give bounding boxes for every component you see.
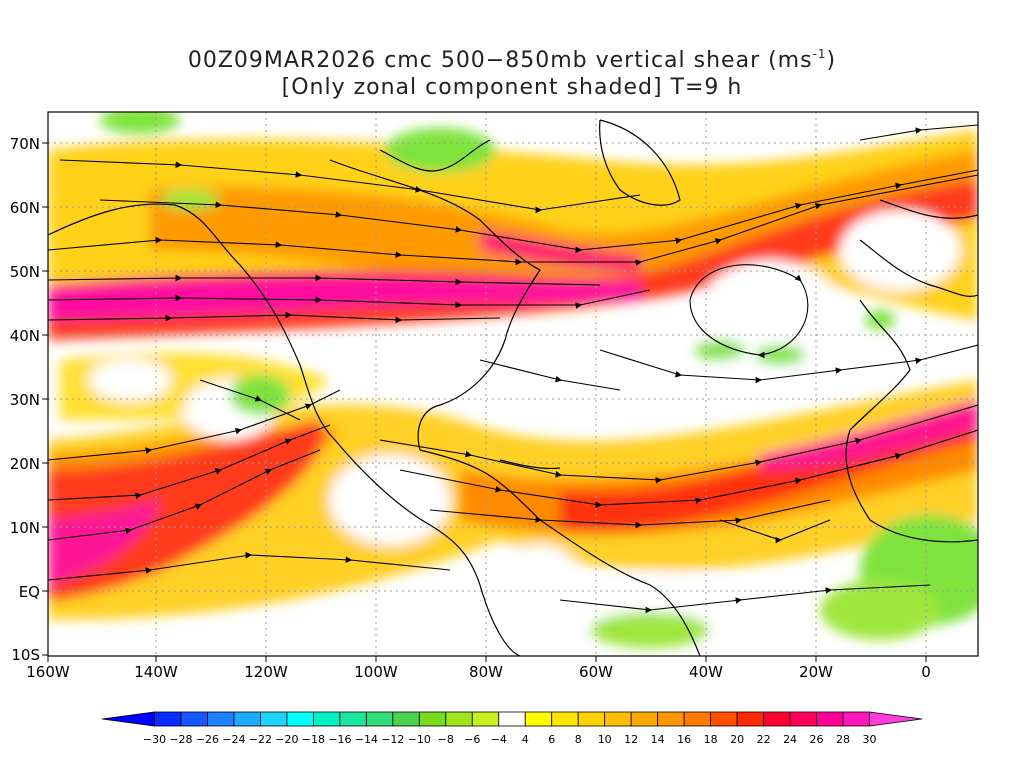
colorbar-swatch [180,711,208,727]
colorbar [101,711,923,727]
colorbar-label: 10 [597,733,612,746]
colorbar-swatch [604,711,632,727]
lat-label: 20N [9,455,40,473]
streamlines [48,124,978,614]
colorbar-label: −24 [222,733,246,746]
colorbar-label: −18 [301,733,325,746]
colorbar-swatch [101,711,155,727]
colorbar-label: 24 [783,733,798,746]
colorbar-swatch [365,711,394,727]
colorbar-label: 14 [650,733,665,746]
colorbar-swatch [233,711,261,727]
colorbar-label: 26 [809,733,824,746]
colorbar-swatch [816,711,844,727]
axis-ticks [42,142,927,662]
colorbar-swatch [286,711,314,727]
colorbar-swatch [657,711,685,727]
colorbar-label: −28 [169,733,193,746]
colorbar-label: −8 [437,733,454,746]
lat-label: 60N [9,199,40,217]
colorbar-swatch [260,711,288,727]
colorbar-label: −20 [275,733,299,746]
colorbar-label: −16 [328,733,352,746]
colorbar-label: 30 [862,733,877,746]
lat-label: 10N [9,519,40,537]
colorbar-swatch [842,711,870,727]
colorbar-label: −22 [248,733,273,746]
colorbar-label: 8 [574,733,582,746]
lon-label: 60W [579,663,613,681]
colorbar-swatch [763,711,791,727]
colorbar-swatch [789,711,817,727]
lon-label: 100W [354,663,398,681]
lon-label: 40W [689,663,723,681]
colorbar-label: 18 [703,733,718,746]
colorbar-swatch [577,711,606,727]
colorbar-swatch [524,711,553,727]
lon-label: 0 [921,663,931,681]
colorbar-label: 20 [730,733,745,746]
colorbar-swatch [736,711,764,727]
colorbar-swatch [551,711,579,727]
colorbar-swatch [498,711,526,727]
colorbar-label: −10 [407,733,431,746]
lon-label: 160W [26,663,70,681]
colorbar-label: −6 [464,733,481,746]
colorbar-label: 28 [836,733,851,746]
colorbar-label: −14 [354,733,378,746]
colorbar-label: 6 [548,733,556,746]
map-subtitle: [Only zonal component shaded] T=9 h [281,75,743,100]
colorbar-swatch [392,711,420,727]
colorbar-swatch [339,711,367,727]
colorbar-swatch [683,711,712,727]
colorbar-swatch [207,711,235,727]
lon-label: 80W [469,663,503,681]
lat-label: 70N [9,135,40,153]
colorbar-swatch [445,711,473,727]
lat-label: 10S [11,646,40,664]
map-title: 00Z09MAR2026 cmc 500−850mb vertical shea… [187,47,837,73]
colorbar-swatch [869,711,923,727]
plot-frame [47,111,979,657]
lat-label: 50N [9,263,40,281]
colorbar-swatch [418,711,447,727]
colorbar-label: 4 [521,733,529,746]
lon-label: 20W [799,663,833,681]
colorbar-label: −4 [490,733,507,746]
colorbar-swatch [710,711,738,727]
colorbar-swatch [630,711,659,727]
colorbar-swatch [154,711,182,727]
lon-label: 140W [134,663,178,681]
colorbar-label: 16 [677,733,692,746]
lat-label: 40N [9,327,40,345]
colorbar-label: −26 [195,733,220,746]
lon-label: 120W [244,663,288,681]
lat-label: 30N [9,391,40,409]
shading-layer [48,112,978,656]
colorbar-swatch [471,711,500,727]
lat-label: EQ [18,583,40,601]
colorbar-label: −30 [142,733,167,746]
colorbar-swatch [312,711,341,727]
colorbar-label: −12 [381,733,405,746]
colorbar-label: 22 [756,733,771,746]
colorbar-label: 12 [624,733,639,746]
